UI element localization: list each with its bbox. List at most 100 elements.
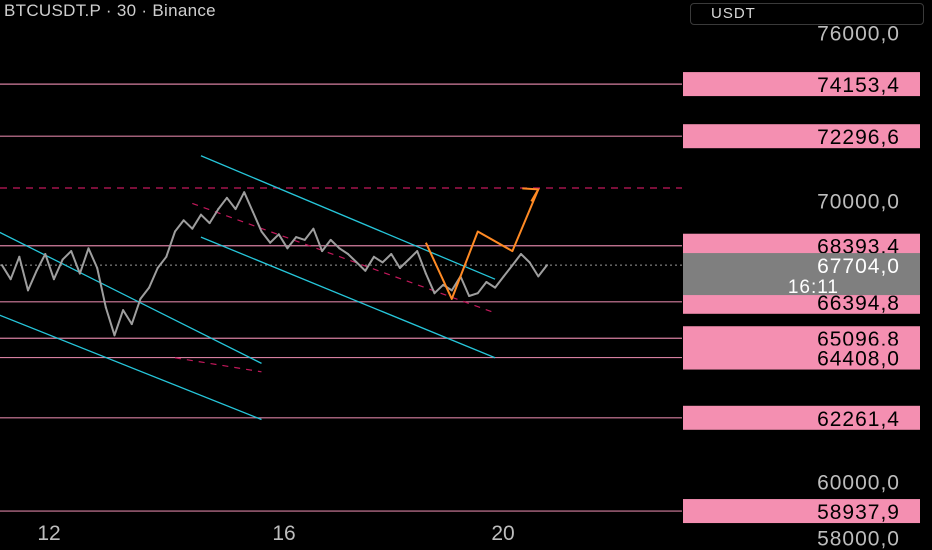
price-point-45	[390, 252, 393, 255]
level-label-4: 66394,8	[817, 292, 900, 315]
price-point-5	[44, 252, 47, 255]
price-point-50	[433, 292, 436, 295]
price-point-54	[468, 295, 471, 298]
price-point-37	[321, 250, 324, 253]
price-point-27	[234, 208, 237, 211]
price-point-63	[545, 264, 548, 267]
channel-line-1	[0, 314, 262, 421]
level-label-2: 72296,6	[817, 126, 900, 149]
y-tick-label-1: 70000,0	[817, 191, 900, 214]
y-tick-label-2: 60000,0	[817, 471, 900, 494]
level-label-8: 58937,9	[817, 501, 900, 524]
price-point-18	[156, 266, 159, 269]
projection-path	[424, 187, 540, 300]
price-point-51	[442, 283, 445, 286]
price-point-61	[528, 261, 531, 264]
level-label-bg-6	[683, 345, 920, 370]
price-point-40	[347, 252, 349, 255]
price-point-1	[9, 278, 12, 281]
price-point-22	[191, 227, 194, 230]
price-point-7	[61, 258, 64, 261]
x-tick-label-0: 12	[37, 522, 60, 545]
level-label-bg-2	[683, 124, 920, 149]
price-point-62	[537, 275, 540, 278]
projection-line	[424, 189, 540, 300]
trend-lines	[0, 155, 496, 421]
dashed-trend-1	[192, 202, 496, 314]
level-label-7: 62261,4	[817, 408, 900, 431]
level-label-bg-1	[683, 72, 920, 97]
price-point-57	[494, 286, 497, 289]
currency-selector[interactable]: USDT	[690, 3, 924, 25]
price-point-23	[199, 213, 202, 216]
price-point-59	[511, 264, 514, 267]
price-point-6	[52, 278, 55, 281]
x-tick-label-2: 20	[491, 522, 514, 545]
level-label-bg-8	[683, 499, 920, 524]
price-point-12	[104, 306, 107, 309]
price-point-25	[217, 208, 220, 211]
price-point-36	[312, 227, 315, 230]
price-point-4	[35, 269, 38, 272]
chart-title: BTCUSDT.P · 30 · Binance	[4, 1, 216, 20]
price-point-34	[295, 236, 298, 239]
channel-line-2	[200, 155, 496, 280]
price-point-33	[286, 247, 289, 250]
price-point-16	[139, 297, 142, 300]
price-point-56	[485, 281, 488, 284]
price-point-28	[243, 191, 246, 194]
price-point-11	[96, 266, 99, 269]
level-label-bg-7	[683, 405, 920, 430]
price-point-8	[70, 250, 73, 253]
level-label-1: 74153,4	[817, 74, 900, 97]
price-point-52	[450, 289, 453, 292]
price-point-42	[364, 269, 367, 272]
countdown-label: 16:11	[788, 277, 839, 298]
channel-line-3	[200, 236, 496, 359]
price-point-19	[165, 255, 168, 258]
price-point-9	[78, 272, 81, 275]
level-lines	[0, 83, 682, 512]
price-point-35	[303, 238, 306, 241]
y-tick-label-3: 58000,0	[817, 527, 900, 550]
time-axis: 12 16 20	[37, 522, 514, 545]
price-point-38	[329, 238, 332, 241]
price-point-32	[277, 233, 280, 236]
price-point-47	[407, 258, 410, 261]
price-point-14	[122, 309, 125, 312]
price-point-58	[502, 275, 505, 278]
price-point-21	[182, 219, 185, 222]
level-label-5: 65096,8	[817, 328, 900, 351]
price-point-29	[251, 210, 254, 213]
price-point-60	[520, 252, 522, 255]
price-point-41	[355, 261, 358, 264]
price-point-20	[174, 230, 176, 233]
price-point-26	[225, 196, 228, 199]
last-price-bg	[683, 253, 920, 296]
price-series	[1, 191, 548, 337]
projection-arrowhead	[522, 187, 540, 202]
price-point-24	[208, 222, 211, 225]
price-axis: 74153,4 72296,6 68393,4 66394,8 65096,864408…	[683, 22, 920, 550]
price-point-2	[18, 255, 21, 258]
price-point-3	[26, 289, 29, 292]
price-point-31	[269, 241, 272, 244]
level-label-3: 68393,4	[817, 236, 900, 259]
last-price-label: 67704,0	[817, 255, 900, 278]
price-point-46	[398, 266, 401, 269]
price-point-43	[372, 255, 375, 258]
price-point-49	[424, 272, 427, 275]
price-line	[1, 191, 548, 337]
level-label-6: 64408,0	[817, 348, 900, 371]
x-tick-label-1: 16	[272, 522, 295, 545]
y-tick-label-0: 76000,0	[817, 22, 900, 45]
channel-line-0	[0, 231, 262, 364]
price-point-15	[130, 323, 133, 326]
price-point-30	[260, 230, 263, 233]
price-point-0	[1, 264, 3, 267]
price-point-55	[476, 292, 479, 295]
price-point-10	[87, 247, 90, 250]
price-point-44	[381, 261, 384, 264]
price-point-17	[148, 286, 151, 289]
